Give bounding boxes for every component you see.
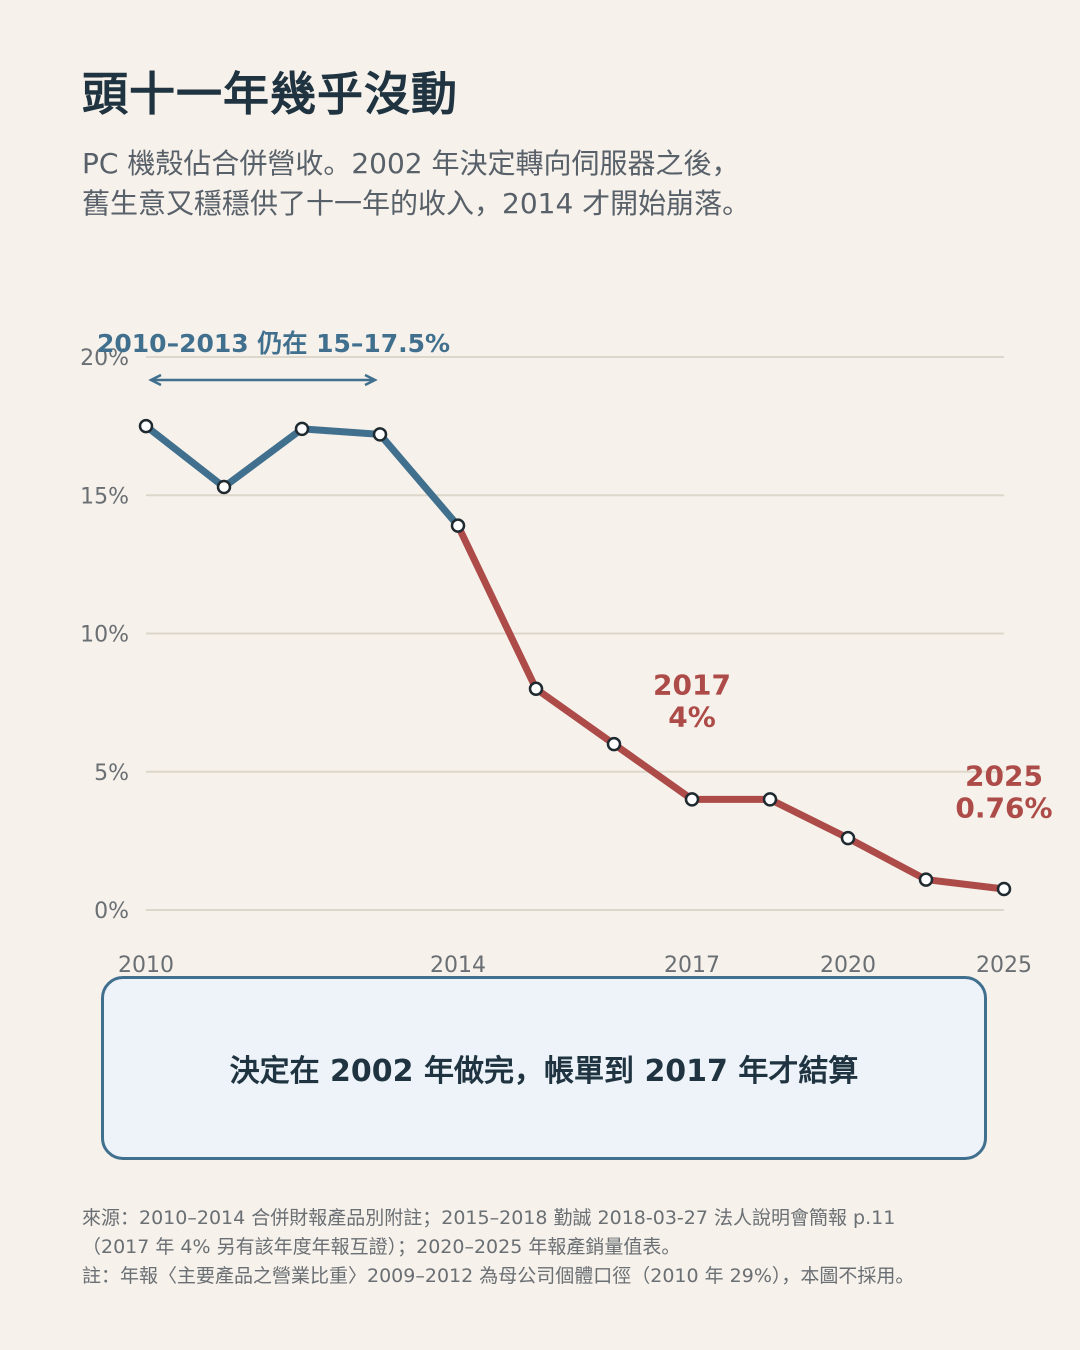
subtitle-line: 舊生意又穩穩供了十一年的收入，2014 才開始崩落。 <box>82 187 751 220</box>
x-tick-label: 2025 <box>976 953 1032 978</box>
page-subtitle: PC 機殼佔合併營收。2002 年決定轉向伺服器之後， 舊生意又穩穩供了十一年的… <box>82 144 750 224</box>
x-tick-label: 2010 <box>118 953 174 978</box>
y-tick-label: 10% <box>80 623 129 648</box>
data-point <box>918 872 934 887</box>
line-chart: 0% 5% 10% 15% 20% 2010 2014 2017 2020 2025 2010–20… <box>80 329 1052 978</box>
subtitle-line: PC 機殼佔合併營收。2002 年決定轉向伺服器之後， <box>82 147 740 180</box>
series-line <box>454 522 1008 893</box>
series-line <box>142 422 462 530</box>
data-point <box>294 421 310 437</box>
data-point <box>840 830 856 846</box>
y-tick-label: 15% <box>80 484 129 509</box>
data-point <box>996 881 1012 897</box>
callout-box: 決定在 2002 年做完，帳單到 2017 年才結算 <box>101 976 987 1160</box>
x-tick-label: 2017 <box>664 953 720 978</box>
y-tick-label: 0% <box>94 899 129 924</box>
source-line: 註：年報〈主要產品之營業比重〉2009–2012 為母公司個體口徑（2010 年… <box>82 1265 915 1287</box>
span-annotation-label: 2010–2013 仍在 15–17.5% <box>97 329 450 358</box>
page-title: 頭十一年幾乎沒動 <box>82 67 458 121</box>
data-point <box>216 479 232 495</box>
source-line: （2017 年 4% 另有該年度年報互證）；2020–2025 年報產銷量值表。 <box>82 1236 681 1258</box>
data-point <box>372 427 388 442</box>
data-point <box>606 736 622 752</box>
span-arrow-left-head <box>148 373 162 387</box>
span-arrow-right-head <box>364 373 378 387</box>
source-line: 來源：2010–2014 合併財報產品別附註；2015–2018 勤誠 2018… <box>82 1207 896 1229</box>
x-tick-label: 2014 <box>430 953 486 978</box>
x-tick-label: 2020 <box>820 953 876 978</box>
y-tick-label: 20% <box>80 346 129 371</box>
annotation-2017: 2017 <box>653 668 731 701</box>
callout-text: 決定在 2002 年做完，帳單到 2017 年才結算 <box>229 1054 859 1089</box>
annotation-2025: 2025 <box>965 760 1043 793</box>
y-tick-label: 5% <box>94 761 129 786</box>
annotation-2017: 4% <box>668 700 716 733</box>
source-notes: 來源：2010–2014 合併財報產品別附註；2015–2018 勤誠 2018… <box>82 1204 914 1291</box>
data-point <box>528 681 544 697</box>
data-point <box>450 518 466 533</box>
data-point <box>684 792 700 807</box>
annotation-2025: 0.76% <box>955 792 1052 825</box>
data-point <box>138 418 154 434</box>
data-point <box>762 792 778 807</box>
